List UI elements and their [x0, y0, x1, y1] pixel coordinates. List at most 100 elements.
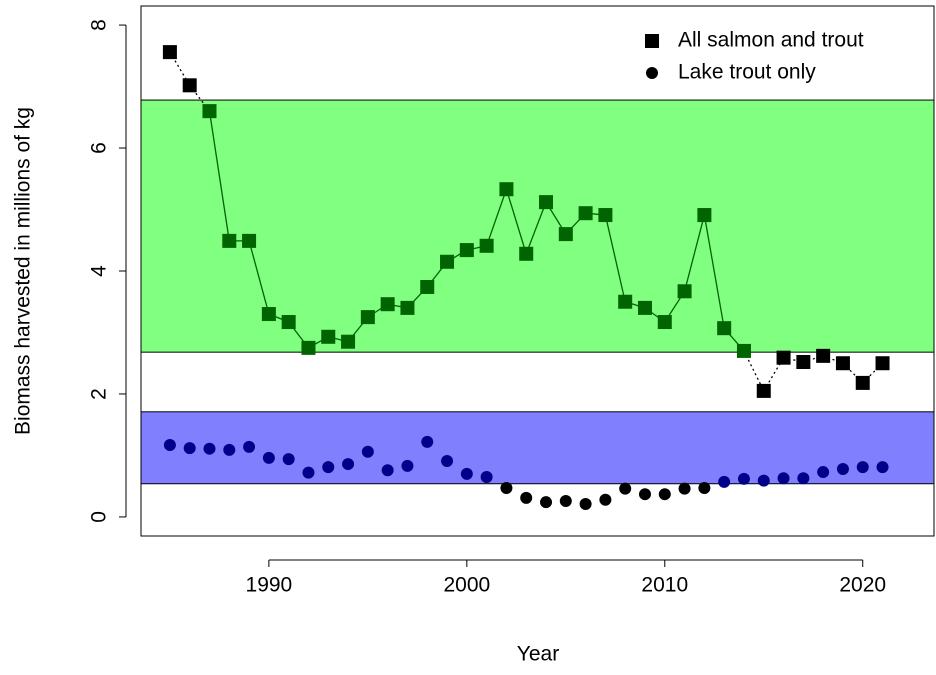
y-tick-label: 2 [88, 388, 111, 400]
point [638, 488, 651, 501]
point [162, 45, 177, 60]
x-tick-label: 1990 [246, 574, 293, 597]
series-line [822, 355, 844, 364]
point [598, 208, 613, 223]
series-line [683, 214, 706, 292]
point [718, 475, 731, 488]
point [835, 356, 850, 371]
y-axis-label: Biomass harvested in millions of kg [12, 107, 35, 435]
point [459, 243, 474, 258]
point [223, 443, 236, 456]
point [540, 496, 553, 509]
point [341, 334, 356, 349]
point [441, 454, 454, 467]
point [836, 462, 849, 475]
point [520, 491, 533, 504]
point [578, 206, 593, 221]
point [202, 104, 217, 119]
point [737, 472, 750, 485]
point [559, 494, 572, 507]
point [499, 182, 514, 197]
point [816, 348, 831, 363]
point [797, 472, 810, 485]
point [243, 440, 256, 453]
x-tick-label: 2020 [839, 574, 886, 597]
point [321, 329, 336, 344]
series-line [703, 214, 725, 329]
point [875, 356, 890, 371]
x-tick-label: 2000 [443, 574, 490, 597]
series-line [486, 189, 508, 247]
series-line [505, 189, 527, 254]
point [222, 233, 237, 248]
series-line [208, 111, 230, 241]
point [717, 321, 732, 336]
point [380, 297, 395, 312]
point [261, 307, 276, 322]
y-tick-label: 4 [88, 265, 111, 277]
point [637, 300, 652, 315]
point [440, 254, 455, 269]
legend-marker [646, 67, 658, 79]
point [519, 246, 534, 261]
plot-frame [140, 5, 935, 537]
point [776, 350, 791, 365]
point [579, 498, 592, 511]
point [182, 78, 197, 93]
point [381, 464, 394, 477]
point [657, 315, 672, 330]
point [360, 310, 375, 325]
legend-label: All salmon and trout [678, 29, 864, 52]
point [698, 482, 711, 495]
point [401, 459, 414, 472]
x-tick-label: 2010 [641, 574, 688, 597]
point [756, 383, 771, 398]
point [558, 227, 573, 242]
point [855, 375, 870, 390]
y-tick-label: 6 [88, 142, 111, 154]
series-line [803, 355, 824, 363]
point [876, 461, 889, 474]
point [262, 451, 275, 464]
point [677, 284, 692, 299]
legend-marker [645, 34, 659, 48]
point [539, 195, 554, 210]
point [479, 238, 494, 253]
point [658, 488, 671, 501]
point [500, 482, 513, 495]
point [757, 474, 770, 487]
point [242, 233, 257, 248]
point [420, 279, 435, 294]
legend-label: Lake trout only [678, 61, 816, 84]
point [736, 343, 751, 358]
point [697, 208, 712, 223]
point [302, 466, 315, 479]
point [342, 458, 355, 471]
point [361, 445, 374, 458]
y-tick-label: 8 [88, 19, 111, 31]
band [140, 411, 935, 485]
series-line [248, 240, 270, 315]
point [282, 453, 295, 466]
point [777, 472, 790, 485]
point [678, 482, 691, 495]
point [281, 315, 296, 330]
point [618, 294, 633, 309]
point [599, 493, 612, 506]
point [183, 442, 196, 455]
point [163, 439, 176, 452]
series-line [604, 214, 626, 302]
x-axis-label: Year [517, 643, 559, 666]
point [817, 466, 830, 479]
point [480, 470, 493, 483]
point [322, 461, 335, 474]
y-tick-label: 0 [88, 511, 111, 523]
point [421, 435, 434, 448]
point [400, 300, 415, 315]
point [619, 482, 632, 495]
point [301, 340, 316, 355]
point [856, 461, 869, 474]
point [203, 442, 216, 455]
series-line [525, 201, 547, 255]
